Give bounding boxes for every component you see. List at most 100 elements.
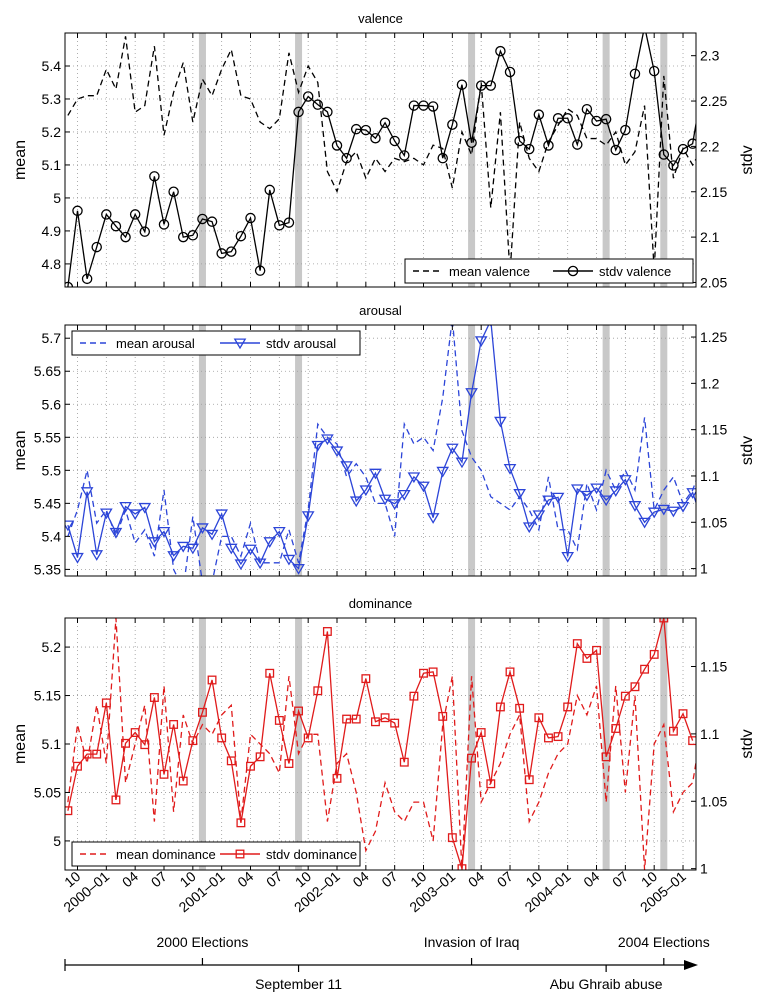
data-point: [426, 513, 440, 524]
data-point: [341, 152, 352, 164]
data-point: [515, 703, 525, 713]
data-point: [678, 709, 688, 719]
data-point: [254, 265, 266, 276]
data-point: [667, 506, 680, 518]
legend-box: [71, 330, 361, 356]
data-point: [581, 103, 593, 115]
highlight-band: [198, 33, 206, 287]
legend: mean valence stdv valence: [404, 258, 694, 284]
data-point: [274, 715, 284, 725]
data-point: [388, 499, 402, 510]
y-tick-label-left: 5.55: [34, 429, 61, 445]
data-point: [677, 143, 689, 155]
data-point: [303, 733, 313, 743]
data-point: [399, 757, 409, 767]
data-point: [234, 559, 248, 571]
data-point: [110, 220, 122, 232]
highlight-band: [295, 33, 303, 287]
timeline-event-label: Invasion of Iraq: [424, 934, 520, 950]
data-point: [235, 230, 247, 242]
data-point: [590, 483, 603, 495]
series-line-stdv-dominance: [67, 618, 694, 869]
data-point: [330, 446, 344, 458]
axes-box: [64, 324, 697, 577]
data-point: [495, 45, 506, 57]
data-point: [321, 434, 334, 446]
y-tick-label-right: 2.1: [700, 229, 720, 245]
data-point: [167, 551, 180, 562]
data-point: [80, 487, 94, 498]
data-point: [676, 501, 690, 513]
data-point: [322, 627, 332, 636]
y-axis-label-left: mean: [12, 140, 29, 180]
data-point: [139, 226, 151, 237]
data-point: [246, 761, 255, 771]
data-point: [359, 485, 373, 497]
data-point: [263, 537, 277, 548]
data-point: [351, 714, 361, 724]
data-point: [282, 554, 296, 566]
y-tick-label-right: 2.15: [700, 184, 727, 200]
highlight-band: [602, 618, 610, 870]
data-point: [292, 564, 305, 575]
data-point: [313, 686, 323, 696]
data-point: [157, 526, 171, 538]
data-point: [360, 124, 372, 136]
data-point: [486, 779, 496, 789]
data-point: [312, 99, 324, 110]
data-point: [130, 728, 140, 737]
data-point: [524, 775, 534, 785]
y-tick-label-right: 1: [700, 861, 708, 877]
series-line-stdv-valence: [67, 33, 696, 287]
data-point: [572, 139, 583, 150]
data-point: [73, 761, 82, 771]
data-point: [361, 674, 371, 684]
data-point: [610, 144, 621, 156]
data-point: [216, 248, 227, 259]
timeline-event-label: 2000 Elections: [157, 934, 249, 950]
y-tick-label-left: 4.9: [42, 223, 62, 239]
data-point: [371, 717, 380, 727]
data-point: [187, 230, 199, 241]
legend-label: stdv valence: [599, 264, 671, 279]
legend-label: stdv dominance: [266, 847, 357, 862]
data-point: [494, 416, 507, 428]
data-point: [111, 795, 121, 805]
data-point: [532, 510, 546, 522]
y-axis-label-right: stdv: [739, 729, 756, 758]
data-point: [342, 714, 352, 724]
data-point: [707, 537, 717, 546]
data-point: [592, 645, 601, 655]
legend-marker: [235, 849, 245, 859]
data-point: [543, 140, 554, 151]
y-tick-label-left: 5.6: [42, 396, 62, 412]
data-point: [284, 759, 294, 768]
data-point: [648, 65, 660, 77]
y-tick-label-left: 5.45: [34, 495, 61, 511]
data-point: [620, 691, 630, 701]
data-point: [657, 504, 671, 516]
data-point: [447, 119, 458, 130]
data-point: [417, 481, 430, 493]
data-point: [197, 707, 207, 717]
y-tick-label-left: 5.2: [42, 124, 62, 140]
legend-label: mean valence: [449, 264, 530, 279]
data-point: [168, 186, 179, 197]
data-point: [121, 738, 131, 748]
data-point: [264, 184, 275, 196]
y-tick-label-left: 5.1: [42, 157, 62, 173]
y-tick-label-right: 1.1: [700, 468, 720, 484]
panel-title: valence: [358, 11, 403, 26]
data-point: [380, 713, 390, 723]
y-tick-label-right: 1.15: [700, 422, 727, 438]
legend: mean dominance stdv dominance: [71, 841, 361, 867]
y-axis-label-right: stdv: [739, 436, 756, 465]
data-point: [176, 541, 190, 553]
data-point: [407, 472, 421, 484]
highlight-band: [198, 325, 206, 576]
panel-title: arousal: [359, 303, 402, 318]
legend-label: mean arousal: [116, 336, 195, 351]
timeline: 2000 Elections Invasion of Iraq 2004 Elect…: [64, 934, 710, 992]
data-point: [322, 106, 333, 118]
data-point: [311, 440, 325, 452]
